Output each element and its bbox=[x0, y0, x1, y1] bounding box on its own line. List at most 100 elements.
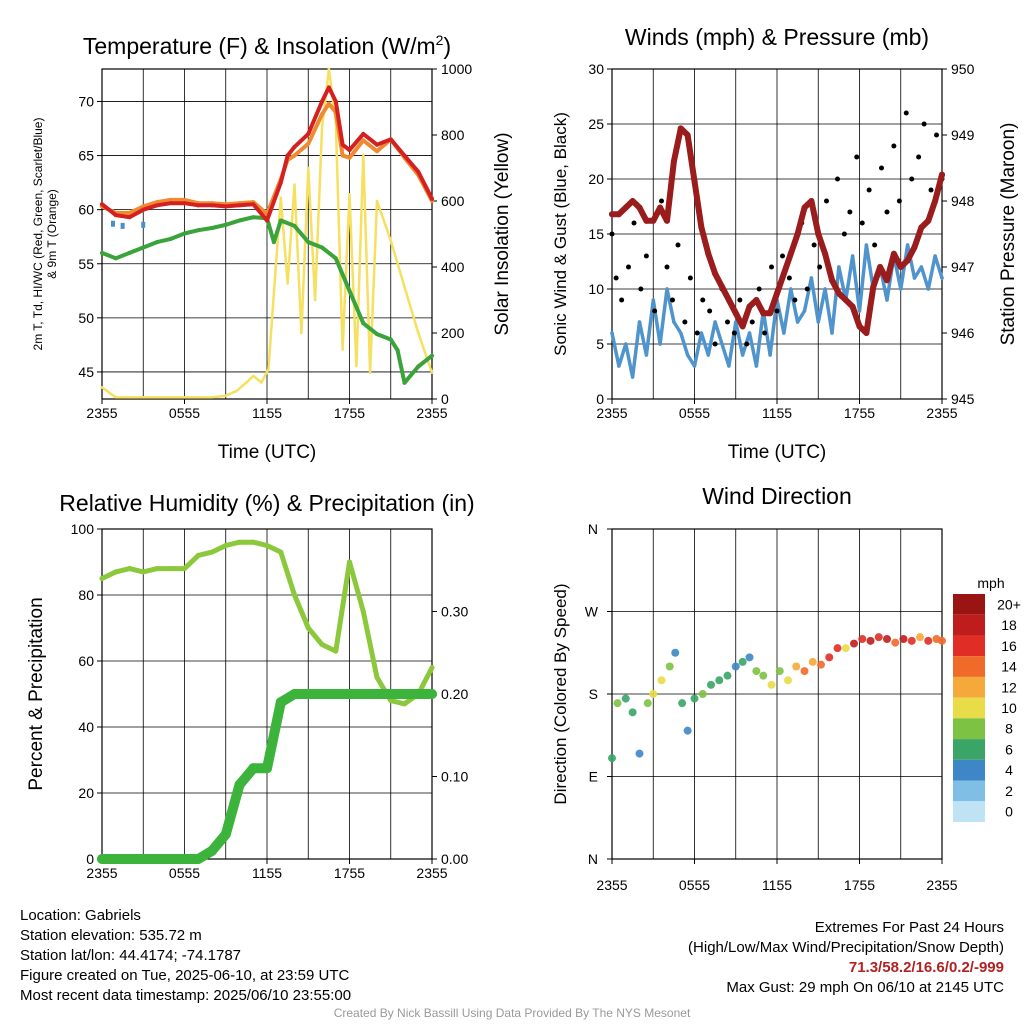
wind-speed-series-point bbox=[789, 287, 793, 291]
info-elevation: Station elevation: 535.72 m bbox=[20, 927, 202, 944]
wind-direction-point bbox=[866, 636, 875, 645]
temperature-series-point bbox=[326, 85, 331, 90]
gust-point bbox=[700, 297, 706, 303]
rh-xtick-label: 1155 bbox=[252, 865, 282, 881]
rh-series-point bbox=[347, 559, 352, 565]
rh-series-point bbox=[388, 698, 394, 704]
pressure-series-point bbox=[643, 217, 650, 224]
pressure-series-point bbox=[863, 330, 870, 336]
colorbar-swatch bbox=[953, 635, 985, 657]
temperature-series-point bbox=[416, 169, 421, 174]
t9m-series-point bbox=[320, 112, 324, 117]
dewpoint-series-point bbox=[271, 240, 276, 245]
gust-point bbox=[731, 330, 737, 336]
pressure-series-point bbox=[615, 211, 622, 218]
dewpoint-series-point bbox=[375, 332, 379, 337]
wdir-ylabel: Direction (Colored By Speed) bbox=[551, 583, 570, 804]
dewpoint-series-point bbox=[196, 228, 201, 233]
precip-series-point bbox=[207, 845, 217, 856]
insolation-series-point bbox=[279, 196, 282, 199]
pressure-series-point bbox=[822, 250, 829, 257]
wind-speed-series-point bbox=[720, 342, 724, 346]
insolation-series-point bbox=[313, 298, 317, 302]
wind-speed-series-point bbox=[679, 331, 683, 335]
temperature-series-point bbox=[347, 148, 352, 153]
colorbar-level: 2 bbox=[1005, 783, 1013, 799]
precip-series-point bbox=[399, 689, 410, 699]
wind-speed-series-point bbox=[699, 331, 704, 335]
pressure-series-point bbox=[705, 250, 712, 257]
wind-direction-point bbox=[657, 676, 666, 685]
precip-series-point bbox=[413, 689, 424, 699]
pressure-series-point bbox=[719, 283, 725, 290]
winds-ytick-label: 15 bbox=[588, 226, 604, 242]
insolation-series-point bbox=[300, 331, 303, 335]
temperature-series-point bbox=[155, 203, 159, 208]
pressure-series-point bbox=[650, 217, 657, 224]
insolation-series-point bbox=[142, 396, 145, 399]
temp-ytick-label: 65 bbox=[78, 148, 94, 164]
gust-point bbox=[804, 286, 810, 292]
rh-title: Relative Humidity (%) & Precipitation (i… bbox=[59, 490, 474, 516]
wind-direction-point bbox=[841, 644, 850, 653]
precip-series-point bbox=[289, 689, 300, 699]
pressure-series-point bbox=[732, 310, 739, 317]
pressure-series-point bbox=[794, 231, 801, 237]
wind-speed-series-point bbox=[768, 353, 772, 357]
winds-ylabel2: Station Pressure (Maroon) bbox=[998, 123, 1019, 346]
gust-point bbox=[879, 165, 884, 171]
rh-xtick-label: 0555 bbox=[169, 865, 200, 881]
extremes-title: Extremes For Past 24 Hours bbox=[814, 919, 1004, 936]
dewpoint-series-point bbox=[292, 223, 297, 228]
chart-canvas: 2355 0555 1155 1755 235545505560657002004006… bbox=[26, 24, 1021, 893]
wind-speed-series-point bbox=[857, 309, 862, 313]
temp-y2tick-label: 0 bbox=[441, 391, 449, 407]
winds-y2tick-label: 948 bbox=[951, 193, 975, 209]
wind-direction-point bbox=[738, 657, 747, 666]
temperature-series-point bbox=[388, 137, 393, 142]
pressure-series-point bbox=[746, 303, 753, 310]
colorbar-level: 0 bbox=[1005, 804, 1013, 820]
wind-direction-point bbox=[683, 726, 692, 735]
pressure-series-point bbox=[835, 290, 842, 297]
wind-speed-series-point bbox=[850, 254, 855, 258]
wind-speed-series-point bbox=[782, 331, 786, 335]
temperature-series-point bbox=[100, 202, 104, 207]
wind-speed-series-point bbox=[617, 364, 621, 368]
colorbar-swatch bbox=[953, 759, 985, 781]
pressure-series-point bbox=[877, 264, 884, 270]
pressure-series-point bbox=[939, 171, 945, 178]
precip-series-point bbox=[275, 697, 286, 708]
pressure-series-point bbox=[801, 204, 808, 211]
temp-ylabel2: Solar Insolation (Yellow) bbox=[492, 132, 513, 335]
wind-speed-series-point bbox=[754, 364, 759, 368]
precip-series-point bbox=[193, 854, 204, 864]
gust-point bbox=[631, 220, 637, 226]
wind-speed-series-point bbox=[665, 287, 669, 291]
wind-direction-point bbox=[635, 749, 644, 758]
rh-series-point bbox=[209, 549, 215, 555]
insolation-series-point bbox=[355, 364, 358, 368]
info-timestamp: Most recent data timestamp: 2025/06/10 2… bbox=[20, 987, 352, 1004]
temperature-series bbox=[100, 85, 434, 223]
colorbar-level: 16 bbox=[1001, 638, 1017, 654]
wind-direction-point bbox=[907, 636, 916, 645]
temp-y2tick-label: 1000 bbox=[441, 61, 472, 77]
wind-speed-series-point bbox=[630, 375, 635, 379]
wind-speed-series-point bbox=[727, 364, 731, 368]
wdir-xtick-label: 0555 bbox=[679, 877, 710, 893]
gust-point bbox=[638, 286, 644, 292]
temp-y2tick-label: 400 bbox=[441, 259, 465, 275]
dewpoint-series-point bbox=[402, 380, 407, 385]
rh-ytick-label: 100 bbox=[71, 521, 95, 537]
pressure-series-point bbox=[884, 277, 890, 284]
winds-xtick-label: 2355 bbox=[926, 405, 957, 421]
gust-point bbox=[909, 176, 915, 182]
gust-point bbox=[866, 187, 872, 193]
rh-y2tick-label: 0.30 bbox=[441, 604, 468, 620]
wind-direction-point bbox=[678, 699, 687, 708]
gust-point bbox=[749, 319, 755, 325]
gust-point bbox=[737, 297, 743, 303]
gust-point bbox=[687, 275, 693, 281]
gust-point bbox=[619, 297, 625, 303]
